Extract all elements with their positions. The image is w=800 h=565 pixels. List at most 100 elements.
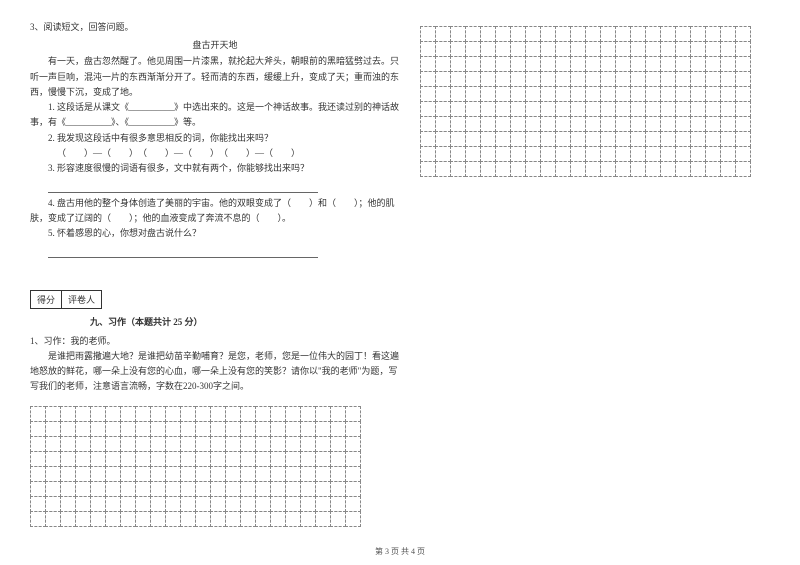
writing-cell — [630, 71, 646, 87]
writing-cell — [660, 86, 676, 102]
writing-cell — [585, 116, 601, 132]
writing-cell — [30, 436, 46, 452]
writing-cell — [135, 421, 151, 437]
writing-cell — [690, 56, 706, 72]
writing-cell — [450, 131, 466, 147]
writing-cell — [240, 511, 256, 527]
writing-cell — [60, 496, 76, 512]
writing-cell — [270, 511, 286, 527]
writing-cell — [45, 451, 61, 467]
writing-cell — [660, 26, 676, 42]
writing-cell — [645, 101, 661, 117]
writing-cell — [330, 436, 346, 452]
q3-paragraph-1: 有一天，盘古忽然醒了。他见周围一片漆黑，就抡起大斧头，朝眼前的黑暗猛劈过去。只听… — [30, 54, 400, 100]
writing-cell — [675, 86, 691, 102]
writing-cell — [435, 56, 451, 72]
writing-cell — [525, 71, 541, 87]
writing-cell — [555, 101, 571, 117]
writing-cell — [555, 131, 571, 147]
writing-cell — [630, 101, 646, 117]
writing-cell — [615, 131, 631, 147]
writing-cell — [615, 116, 631, 132]
writing-cell — [180, 436, 196, 452]
writing-cell — [450, 56, 466, 72]
writing-cell — [45, 406, 61, 422]
writing-cell — [255, 466, 271, 482]
writing-cell — [600, 131, 616, 147]
writing-cell — [495, 86, 511, 102]
writing-cell — [255, 406, 271, 422]
writing-cell — [660, 41, 676, 57]
writing-cell — [330, 421, 346, 437]
writing-cell — [195, 496, 211, 512]
writing-cell — [585, 86, 601, 102]
writing-cell — [690, 146, 706, 162]
writing-cell — [210, 511, 226, 527]
writing-cell — [300, 511, 316, 527]
writing-cell — [105, 406, 121, 422]
writing-cell — [210, 406, 226, 422]
writing-cell — [225, 451, 241, 467]
writing-cell — [315, 466, 331, 482]
writing-cell — [495, 161, 511, 177]
writing-cell — [435, 146, 451, 162]
writing-cell — [135, 481, 151, 497]
writing-cell — [345, 481, 361, 497]
writing-cell — [315, 496, 331, 512]
writing-cell — [630, 116, 646, 132]
writing-cell — [465, 86, 481, 102]
writing-cell — [480, 116, 496, 132]
writing-cell — [240, 451, 256, 467]
writing-cell — [540, 116, 556, 132]
writing-cell — [30, 511, 46, 527]
writing-cell — [645, 131, 661, 147]
writing-cell — [480, 101, 496, 117]
writing-cell — [90, 496, 106, 512]
writing-cell — [690, 101, 706, 117]
writing-cell — [675, 26, 691, 42]
writing-cell — [285, 436, 301, 452]
writing-cell — [555, 56, 571, 72]
writing-cell — [615, 146, 631, 162]
writing-cell — [120, 511, 136, 527]
writing-cell — [180, 421, 196, 437]
writing-cell — [525, 161, 541, 177]
writing-cell — [615, 26, 631, 42]
writing-cell — [60, 451, 76, 467]
writing-cell — [540, 161, 556, 177]
writing-cell — [720, 56, 736, 72]
writing-cell — [60, 481, 76, 497]
writing-cell — [435, 71, 451, 87]
writing-cell — [210, 481, 226, 497]
writing-cell — [180, 451, 196, 467]
writing-cell — [525, 56, 541, 72]
writing-cell — [45, 436, 61, 452]
writing-cell — [675, 71, 691, 87]
writing-cell — [450, 116, 466, 132]
writing-cell — [345, 496, 361, 512]
writing-cell — [600, 101, 616, 117]
writing-cell — [45, 511, 61, 527]
writing-cell — [270, 451, 286, 467]
writing-cell — [90, 406, 106, 422]
writing-cell — [135, 466, 151, 482]
writing-cell — [690, 131, 706, 147]
writing-cell — [630, 146, 646, 162]
writing-cell — [465, 101, 481, 117]
writing-cell — [165, 421, 181, 437]
writing-grid-left — [30, 407, 400, 527]
writing-cell — [150, 451, 166, 467]
writing-cell — [330, 481, 346, 497]
writing-cell — [90, 466, 106, 482]
writing-cell — [150, 436, 166, 452]
writing-cell — [675, 101, 691, 117]
writing-cell — [510, 71, 526, 87]
writing-cell — [570, 71, 586, 87]
writing-cell — [495, 26, 511, 42]
writing-cell — [660, 71, 676, 87]
writing-cell — [585, 146, 601, 162]
writing-cell — [90, 481, 106, 497]
q3-sub-3: 3. 形容速度很慢的词语有很多，文中就有两个，你能够找出来吗？ — [30, 161, 400, 176]
writing-cell — [240, 496, 256, 512]
section-9-title: 九、习作（本题共计 25 分） — [90, 315, 400, 328]
